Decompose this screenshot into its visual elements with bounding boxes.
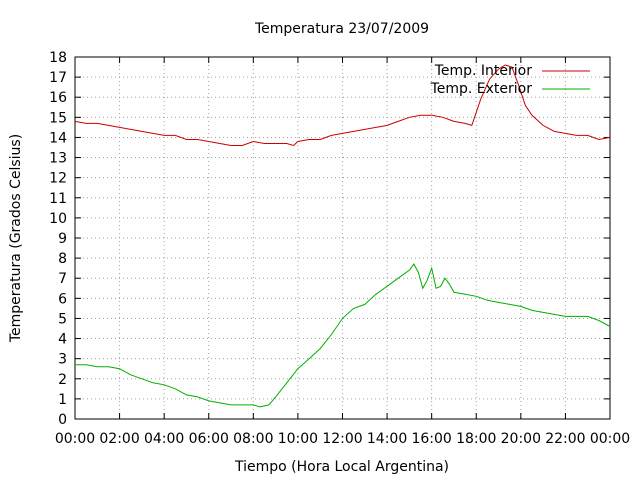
y-tick-label: 11 <box>49 191 67 207</box>
legend: Temp. Interior Temp. Exterior <box>430 63 590 97</box>
x-tick-label: 02:00 <box>99 431 139 447</box>
y-tick-label: 10 <box>49 211 67 227</box>
x-tick-label: 00:00 <box>55 431 95 447</box>
y-tick-label: 14 <box>49 130 67 146</box>
y-tick-label: 2 <box>58 372 67 388</box>
chart-title: Temperatura 23/07/2009 <box>254 21 429 37</box>
x-tick-label: 04:00 <box>144 431 184 447</box>
y-tick-label: 13 <box>49 151 67 167</box>
series-line-exterior <box>75 263 611 408</box>
y-tick-label: 0 <box>58 412 67 428</box>
y-tick-label: 4 <box>58 332 67 348</box>
x-tick-label: 00:00 <box>590 431 630 447</box>
y-tick-label: 16 <box>49 90 67 106</box>
x-tick-label: 10:00 <box>278 431 318 447</box>
y-tick-label: 12 <box>49 171 67 187</box>
y-tick-label: 9 <box>58 231 67 247</box>
x-axis-label: Tiempo (Hora Local Argentina) <box>234 459 449 475</box>
y-tick-label: 6 <box>58 291 67 307</box>
y-tick-label: 17 <box>49 70 67 86</box>
x-tick-label: 14:00 <box>367 431 407 447</box>
series-line-interior <box>74 64 611 147</box>
x-tick-label: 20:00 <box>501 431 541 447</box>
y-tick-label: 5 <box>58 311 67 327</box>
x-tick-label: 18:00 <box>456 431 496 447</box>
x-tick-label: 06:00 <box>189 431 229 447</box>
y-tick-label: 1 <box>58 392 67 408</box>
legend-label-interior: Temp. Interior <box>434 63 533 79</box>
x-tick-label: 16:00 <box>411 431 451 447</box>
y-axis-label: Temperatura (Grados Celsius) <box>8 134 24 343</box>
y-tick-label: 7 <box>58 271 67 287</box>
y-tick-label: 18 <box>49 50 67 66</box>
y-tick-label: 8 <box>58 251 67 267</box>
grid-layer <box>75 57 610 419</box>
series-layer <box>74 64 611 408</box>
x-tick-label: 08:00 <box>233 431 273 447</box>
legend-label-exterior: Temp. Exterior <box>430 81 533 97</box>
x-tick-label: 12:00 <box>322 431 362 447</box>
plot-frame <box>74 56 611 420</box>
y-tick-label: 15 <box>49 110 67 126</box>
x-tick-label: 22:00 <box>545 431 585 447</box>
y-tick-label: 3 <box>58 352 67 368</box>
